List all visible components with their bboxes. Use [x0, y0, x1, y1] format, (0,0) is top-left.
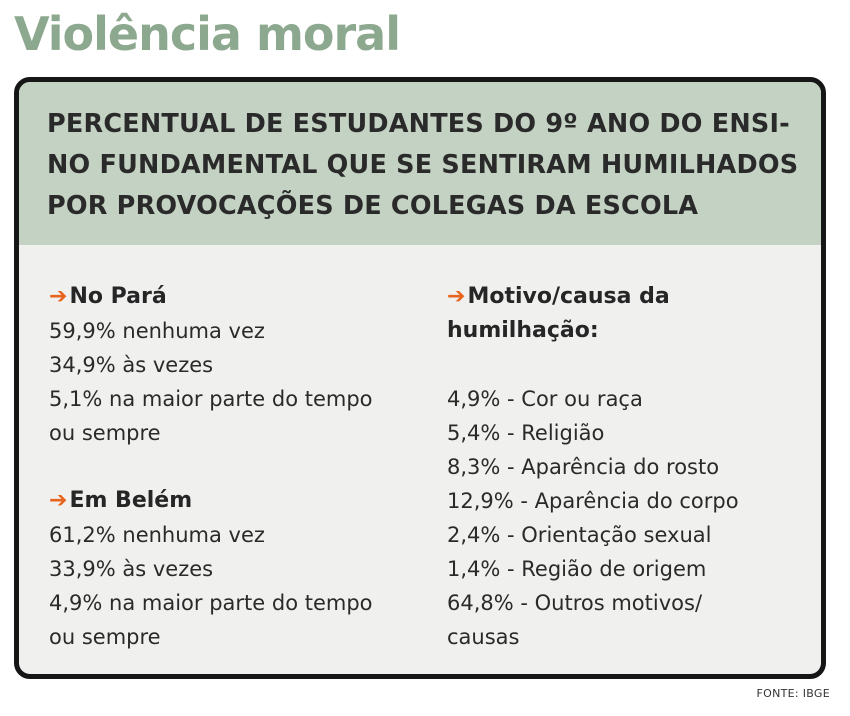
reason-line: 5,4% - Religião [447, 421, 605, 445]
spacer [447, 348, 817, 382]
stat-line: 5,1% na maior parte do tempo [49, 387, 373, 411]
stat-line: ou sempre [49, 421, 161, 445]
arrow-right-icon: ➔ [447, 284, 466, 309]
section-heading: ➔Motivo/causa da [447, 280, 817, 314]
headline-line: PERCENTUAL DE ESTUDANTES DO 9º ANO DO EN… [47, 109, 790, 139]
section-heading-continued: humilhação: [447, 318, 599, 343]
stat-line: 33,9% às vezes [49, 557, 214, 581]
section-belem: ➔Em Belém 61,2% nenhuma vez 33,9% às vez… [49, 484, 429, 654]
reason-line: 64,8% - Outros motivos/ [447, 591, 703, 615]
section-para: ➔No Pará 59,9% nenhuma vez 34,9% às veze… [49, 280, 429, 450]
headline: PERCENTUAL DE ESTUDANTES DO 9º ANO DO EN… [47, 104, 817, 227]
arrow-right-icon: ➔ [49, 284, 68, 309]
stat-line: ou sempre [49, 625, 161, 649]
source-credit: FONTE: IBGE [756, 687, 830, 700]
page-title: Violência moral [14, 7, 401, 61]
reason-line: 4,9% - Cor ou raça [447, 387, 643, 411]
left-column: ➔No Pará 59,9% nenhuma vez 34,9% às veze… [49, 280, 429, 654]
stat-line: 4,9% na maior parte do tempo [49, 591, 373, 615]
section-motivos: ➔Motivo/causa da humilhação: 4,9% - Cor … [447, 280, 817, 654]
section-heading-text: No Pará [69, 284, 167, 309]
stat-line: 61,2% nenhuma vez [49, 523, 265, 547]
headline-banner: PERCENTUAL DE ESTUDANTES DO 9º ANO DO EN… [19, 82, 821, 245]
spacer [49, 450, 429, 484]
reason-line: 8,3% - Aparência do rosto [447, 455, 720, 479]
headline-line: NO FUNDAMENTAL QUE SE SENTIRAM HUMILHADO… [47, 150, 799, 180]
section-heading: ➔No Pará [49, 280, 429, 314]
arrow-right-icon: ➔ [49, 488, 68, 513]
infobox: PERCENTUAL DE ESTUDANTES DO 9º ANO DO EN… [14, 77, 826, 679]
stat-line: 59,9% nenhuma vez [49, 319, 265, 343]
reason-line: 2,4% - Orientação sexual [447, 523, 712, 547]
reason-line: 1,4% - Região de origem [447, 557, 707, 581]
stat-line: 34,9% às vezes [49, 353, 214, 377]
section-heading-text: Motivo/causa da [467, 284, 670, 309]
section-heading: ➔Em Belém [49, 484, 429, 518]
reason-line: causas [447, 625, 520, 649]
right-column: ➔Motivo/causa da humilhação: 4,9% - Cor … [447, 280, 817, 654]
section-heading-text: Em Belém [69, 488, 193, 513]
headline-line: POR PROVOCAÇÕES DE COLEGAS DA ESCOLA [47, 191, 699, 221]
reason-line: 12,9% - Aparência do corpo [447, 489, 739, 513]
